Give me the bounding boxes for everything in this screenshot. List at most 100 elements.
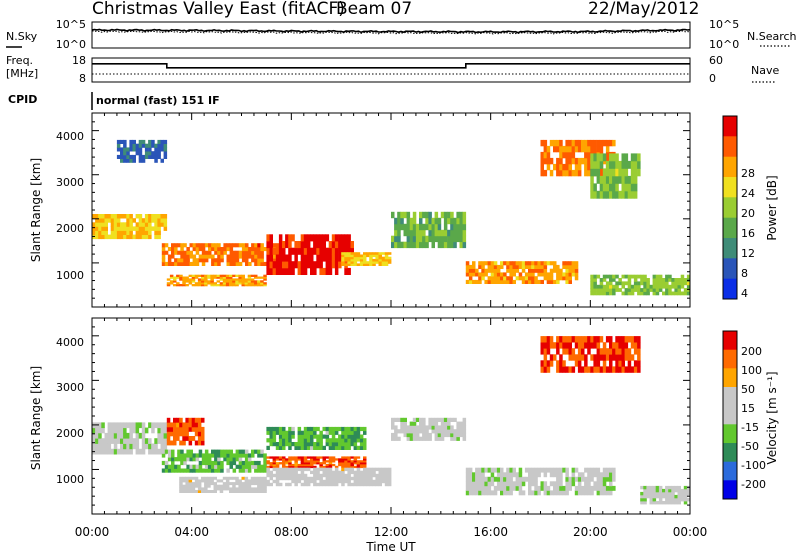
heatmap-cell bbox=[363, 426, 367, 432]
heatmap-cell bbox=[422, 223, 426, 231]
heatmap-cell bbox=[359, 479, 364, 484]
heatmap-cell bbox=[543, 268, 548, 273]
heatmap-cell bbox=[521, 279, 526, 284]
heatmap-cell bbox=[574, 336, 579, 343]
heatmap-cell bbox=[612, 476, 616, 482]
heatmap-cell bbox=[624, 291, 629, 296]
heatmap-cell bbox=[210, 278, 214, 281]
heatmap-cell bbox=[211, 247, 215, 252]
heatmap-cell bbox=[257, 276, 261, 279]
heatmap-cell bbox=[341, 261, 345, 264]
heatmap-cell bbox=[602, 342, 607, 349]
heatmap-cell bbox=[325, 476, 330, 481]
heatmap-cell bbox=[213, 276, 217, 279]
heatmap-cell bbox=[226, 243, 230, 248]
heatmap-cell bbox=[328, 438, 333, 443]
heatmap-cell bbox=[328, 465, 333, 469]
heatmap-cell bbox=[101, 422, 105, 429]
heatmap-cell bbox=[132, 218, 136, 223]
heatmap-cell bbox=[201, 436, 205, 441]
heatmap-cell bbox=[201, 460, 206, 466]
heatmap-cell bbox=[282, 442, 286, 447]
heatmap-cell bbox=[356, 426, 361, 432]
heatmap-cell bbox=[310, 426, 314, 432]
power-ytick-1000: 1000 bbox=[56, 269, 84, 282]
heatmap-cell bbox=[254, 276, 258, 279]
heatmap-cell bbox=[191, 476, 196, 480]
heatmap-cell bbox=[372, 263, 376, 266]
heatmap-cell bbox=[341, 434, 345, 439]
heatmap-cell bbox=[412, 436, 417, 441]
heatmap-cell bbox=[624, 153, 629, 162]
heatmap-cell bbox=[633, 183, 638, 192]
heatmap-cell bbox=[609, 354, 613, 361]
heatmap-cell bbox=[605, 183, 610, 192]
heatmap-cell bbox=[194, 482, 199, 486]
heatmap-cell bbox=[662, 488, 666, 493]
heatmap-cell bbox=[556, 490, 560, 496]
heatmap-cell bbox=[174, 464, 178, 469]
heatmap-cell bbox=[260, 243, 264, 248]
heatmap-cell bbox=[649, 288, 653, 292]
heatmap-cell bbox=[503, 272, 507, 277]
heatmap-cell bbox=[266, 470, 270, 475]
heatmap-cell bbox=[640, 291, 644, 296]
heatmap-cell bbox=[173, 436, 177, 441]
heatmap-cell bbox=[316, 482, 320, 487]
heatmap-cell bbox=[468, 467, 473, 473]
heatmap-cell bbox=[113, 226, 118, 231]
heatmap-cell bbox=[559, 336, 563, 343]
n-sky-tick-top: 10^5 bbox=[56, 18, 86, 31]
heatmap-cell bbox=[512, 481, 516, 487]
colorbar-cell bbox=[723, 405, 737, 425]
power-axis-ticks bbox=[91, 112, 691, 308]
heatmap-cell bbox=[247, 278, 252, 281]
heatmap-cell bbox=[353, 442, 358, 447]
heatmap-cell bbox=[222, 284, 227, 287]
heatmap-cell bbox=[129, 143, 133, 148]
heatmap-cell bbox=[275, 247, 280, 252]
heatmap-cell bbox=[260, 276, 264, 279]
heatmap-cell bbox=[453, 241, 457, 249]
heatmap-cell bbox=[157, 432, 161, 439]
heatmap-cell bbox=[272, 462, 277, 465]
heatmap-cell bbox=[512, 467, 516, 473]
freq-tick-top: 18 bbox=[72, 54, 86, 67]
heatmap-cell bbox=[195, 453, 200, 458]
heatmap-cell bbox=[244, 457, 249, 462]
heatmap-cell bbox=[384, 479, 389, 484]
heatmap-cell bbox=[164, 250, 169, 255]
heatmap-cell bbox=[260, 487, 264, 491]
heatmap-cell bbox=[412, 241, 417, 249]
heatmap-cell bbox=[581, 336, 585, 343]
heatmap-cell bbox=[524, 264, 529, 269]
heatmap-cell bbox=[222, 484, 227, 488]
heatmap-cell bbox=[300, 462, 305, 465]
heatmap-cell bbox=[232, 468, 237, 473]
heatmap-cell bbox=[282, 456, 286, 459]
heatmap-cell bbox=[180, 453, 184, 458]
heatmap-cell bbox=[278, 462, 283, 465]
heatmap-cell bbox=[232, 274, 236, 277]
heatmap-cell bbox=[363, 258, 367, 262]
heatmap-cell bbox=[235, 464, 240, 469]
heatmap-cell bbox=[447, 217, 451, 225]
heatmap-cell bbox=[378, 254, 382, 258]
heatmap-cell bbox=[291, 430, 295, 435]
heatmap-cell bbox=[220, 460, 224, 466]
heatmap-cell bbox=[350, 465, 354, 469]
heatmap-cell bbox=[419, 417, 423, 422]
xtick-6: 00:00 bbox=[673, 525, 708, 539]
heatmap-cell bbox=[356, 258, 361, 262]
heatmap-cell bbox=[553, 342, 557, 349]
heatmap-cell bbox=[222, 280, 227, 283]
heatmap-cell bbox=[272, 463, 277, 467]
heatmap-cell bbox=[180, 261, 184, 266]
heatmap-cell bbox=[534, 276, 538, 281]
heatmap-cell bbox=[680, 498, 685, 502]
heatmap-cell bbox=[254, 282, 258, 285]
heatmap-cell bbox=[201, 274, 205, 277]
heatmap-cell bbox=[232, 490, 236, 493]
heatmap-cell bbox=[217, 449, 221, 454]
heatmap-cell bbox=[605, 160, 610, 169]
